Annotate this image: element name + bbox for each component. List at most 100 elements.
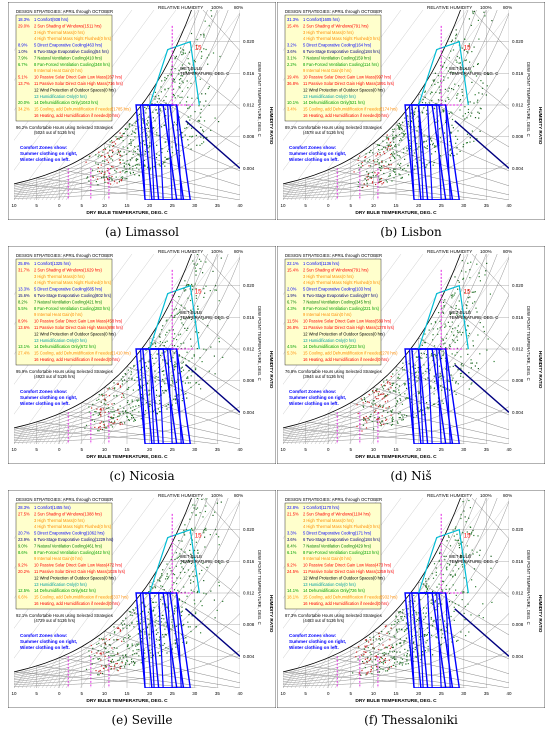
hourly-data-point <box>378 418 380 420</box>
hourly-data-point <box>163 124 165 126</box>
hourly-data-point <box>376 391 378 393</box>
strategy-label: 9 Internal Heat Gain(0 hrs) <box>34 312 83 317</box>
hourly-data-point <box>148 347 150 349</box>
hourly-data-point <box>166 575 168 577</box>
hourly-data-point <box>121 662 123 664</box>
hourly-data-point <box>127 412 129 414</box>
comfort-zone-mid <box>411 348 454 444</box>
wet-bulb-line <box>172 298 240 354</box>
hourly-data-point <box>181 634 183 636</box>
hourly-data-point <box>372 400 374 402</box>
hourly-data-point <box>465 318 467 320</box>
hourly-data-point <box>110 661 113 663</box>
x-tick-label: 30 <box>461 447 467 452</box>
hourly-data-point <box>393 662 396 664</box>
hourly-data-point <box>384 385 386 387</box>
hatch-line <box>29 181 43 200</box>
hourly-data-point <box>397 376 399 378</box>
hourly-data-point <box>136 400 139 402</box>
strategy-label: 9 Internal Heat Gain(0 hrs) <box>34 556 83 561</box>
hourly-data-point <box>361 654 363 656</box>
rh-100-label: 100% <box>211 493 223 498</box>
relative-humidity-curve <box>283 125 509 197</box>
hourly-data-point <box>160 126 163 128</box>
hourly-data-point <box>392 170 395 172</box>
hourly-data-point <box>117 627 119 629</box>
hourly-data-point <box>426 354 428 356</box>
hourly-data-point <box>375 638 377 640</box>
hourly-data-point <box>106 427 108 429</box>
hatch-line <box>49 181 63 200</box>
hourly-data-point <box>430 387 432 389</box>
relative-humidity-curve <box>14 498 200 674</box>
hourly-data-point <box>384 167 386 170</box>
hourly-data-point <box>395 391 397 393</box>
hourly-data-point <box>96 652 98 654</box>
hourly-data-point <box>117 151 120 153</box>
hourly-data-point <box>126 381 128 383</box>
hourly-data-point <box>422 628 424 630</box>
hourly-data-point <box>126 645 129 648</box>
hourly-data-point <box>174 633 176 635</box>
hourly-data-point <box>100 428 102 430</box>
hourly-data-point <box>446 626 448 628</box>
hourly-data-point <box>463 49 465 51</box>
hourly-data-point <box>118 181 120 183</box>
hourly-data-point <box>423 634 425 636</box>
hourly-data-point <box>365 419 367 421</box>
hourly-data-point <box>453 606 455 608</box>
hourly-data-point <box>367 401 369 403</box>
hourly-data-point <box>392 390 394 392</box>
hourly-data-point <box>387 393 389 396</box>
hourly-data-point <box>469 137 471 139</box>
hourly-data-point <box>113 141 115 143</box>
hourly-data-point <box>165 625 168 627</box>
hourly-data-point <box>361 399 363 401</box>
hourly-data-point <box>399 140 401 142</box>
hourly-data-point <box>462 501 464 503</box>
hatch-line <box>326 181 340 200</box>
strategy-label: 13 Humidification Only(0 hrs) <box>34 582 87 587</box>
hourly-data-point <box>371 643 373 645</box>
hourly-data-point <box>154 381 156 383</box>
hourly-data-point <box>154 91 156 93</box>
hourly-data-point <box>434 380 436 382</box>
hourly-data-point <box>379 658 381 660</box>
hourly-data-point <box>184 602 186 604</box>
hourly-data-point <box>125 373 127 375</box>
hourly-data-point <box>452 295 454 297</box>
hourly-data-point <box>432 577 435 579</box>
hourly-data-point <box>195 625 197 628</box>
strategy-label: 8 Fan-Forced Ventilation Cooling(221 hrs… <box>303 306 380 311</box>
hourly-data-point <box>192 557 194 559</box>
hourly-data-point <box>464 113 466 115</box>
hourly-data-point <box>443 305 445 307</box>
hourly-data-point <box>399 611 402 613</box>
hourly-data-point <box>186 80 188 82</box>
legend-header: DESIGN STRATEGIES: APRIL through OCTOBER <box>16 9 113 14</box>
hourly-data-point <box>441 603 443 605</box>
hourly-data-point <box>162 342 164 344</box>
hourly-data-point <box>395 665 397 668</box>
strategy-15-zone <box>418 284 469 350</box>
hourly-data-point <box>137 115 139 117</box>
hatch-line <box>45 669 59 688</box>
hourly-data-point <box>440 385 442 387</box>
hourly-data-point <box>178 334 180 336</box>
hourly-data-point <box>427 136 429 138</box>
x-tick-label: 35 <box>215 447 221 452</box>
hourly-data-point <box>451 39 453 41</box>
hourly-data-point <box>366 673 368 675</box>
hourly-data-point <box>97 658 99 660</box>
hourly-data-point <box>396 661 398 663</box>
hourly-data-point <box>178 623 180 626</box>
hourly-data-point <box>174 316 176 318</box>
hourly-data-point <box>414 165 416 167</box>
hourly-data-point <box>97 170 99 173</box>
hourly-data-point <box>372 175 374 177</box>
hatch-line <box>322 669 336 688</box>
hourly-data-point <box>366 421 368 423</box>
hourly-data-point <box>399 124 402 126</box>
hourly-data-point <box>367 179 369 181</box>
relative-humidity-curve <box>283 10 461 185</box>
